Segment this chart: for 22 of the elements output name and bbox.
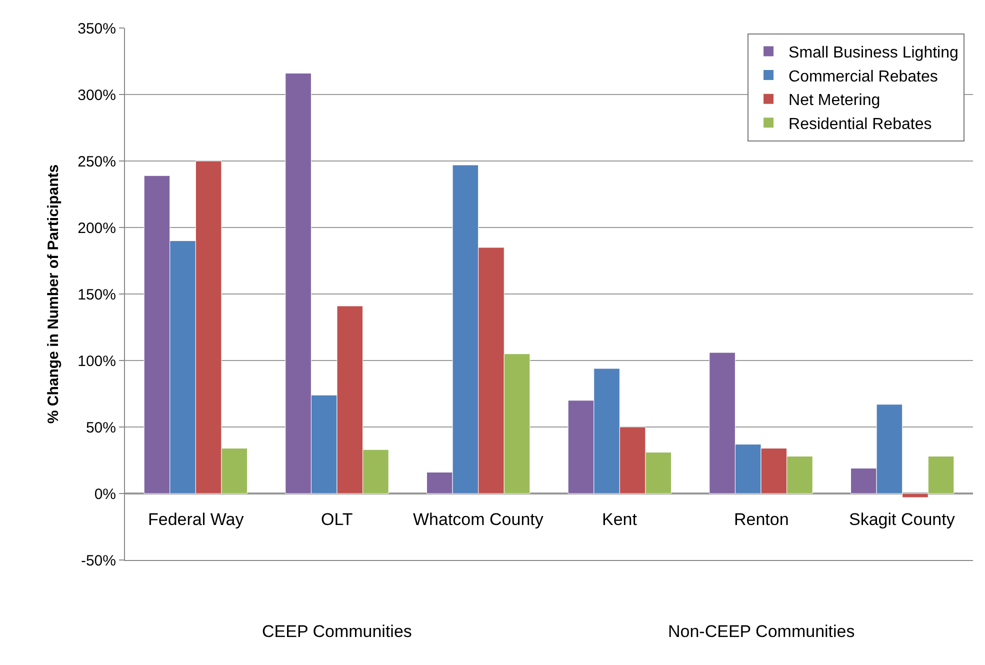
y-tick-label: 200%: [78, 220, 116, 237]
y-tick-label: 250%: [78, 153, 116, 170]
x-tick-label: Skagit County: [849, 510, 956, 529]
y-tick-label: 350%: [78, 20, 116, 38]
text: Non-CEEP Communities: [668, 622, 855, 641]
y-tick-label: -50%: [80, 552, 116, 570]
x-tick-label: Kent: [602, 510, 638, 529]
y-tick-label: 150%: [78, 286, 116, 304]
legend-label: Residential Rebates: [788, 116, 932, 133]
y-tick-label: 300%: [78, 86, 116, 104]
y-axis-title: % Change in Number of Participants: [44, 164, 62, 424]
x-tick-label: Federal Way: [148, 510, 244, 529]
x-tick-label: Renton: [734, 510, 789, 529]
legend-label: Small Business Lighting: [788, 44, 958, 62]
legend-label: Commercial Rebates: [788, 68, 938, 86]
y-tick-label: 100%: [78, 352, 116, 370]
legend-label: Net Metering: [788, 92, 880, 110]
y-tick-label: 0%: [94, 486, 116, 503]
text: CEEP Communities: [262, 622, 412, 641]
y-tick-label: 50%: [86, 419, 116, 436]
x-tick-label: Whatcom County: [413, 510, 544, 529]
x-tick-label: OLT: [321, 510, 353, 529]
